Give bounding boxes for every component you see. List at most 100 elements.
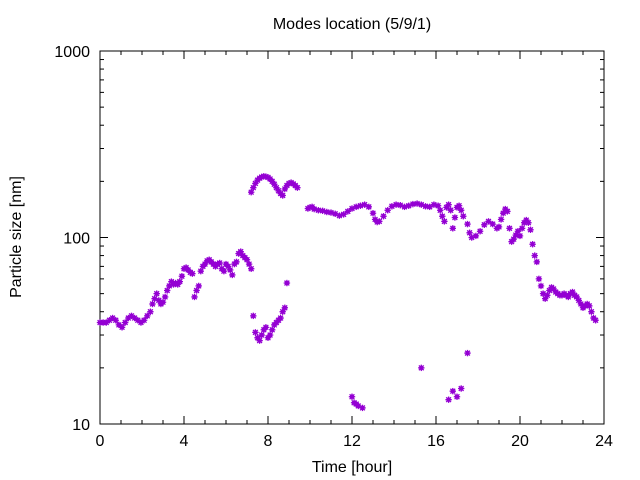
data-point: [527, 226, 534, 233]
data-point: [269, 326, 276, 333]
data-point: [369, 209, 377, 217]
data-point: [359, 404, 366, 412]
data-point: [437, 207, 444, 214]
data-point: [451, 214, 459, 221]
data-point: [535, 275, 543, 283]
data-point: [380, 213, 387, 220]
data-point: [176, 278, 183, 285]
data-point: [588, 308, 595, 315]
data-point: [460, 213, 467, 220]
data-point: [159, 298, 167, 306]
data-point: [516, 232, 524, 240]
data-point: [533, 258, 540, 266]
data-point: [506, 225, 513, 232]
data-point: [118, 324, 126, 331]
data-point: [122, 319, 129, 326]
data-point: [472, 232, 480, 240]
data-point: [144, 312, 151, 320]
data-point: [525, 219, 532, 226]
data-point: [458, 385, 465, 392]
data-point: [195, 282, 202, 290]
x-tick-label: 4: [180, 433, 189, 450]
data-point: [193, 287, 200, 294]
data-point: [161, 293, 169, 301]
x-tick-label: 16: [427, 433, 445, 450]
data-point: [344, 208, 351, 215]
data-point: [464, 220, 471, 228]
data-point: [441, 218, 448, 225]
data-point: [153, 290, 160, 297]
data-point: [189, 270, 196, 277]
data-point: [418, 364, 425, 372]
data-point: [544, 292, 551, 299]
data-point: [504, 208, 511, 215]
data-point: [384, 207, 391, 214]
data-point: [250, 312, 257, 320]
data-point: [592, 317, 599, 324]
data-point: [348, 393, 356, 400]
data-point: [445, 201, 452, 208]
data-point: [281, 304, 288, 311]
data-point: [220, 267, 228, 275]
data-point: [497, 216, 505, 223]
data-point: [191, 293, 198, 301]
data-point: [464, 349, 471, 357]
data-point: [294, 184, 301, 191]
data-point: [529, 241, 536, 248]
x-tick-label: 8: [264, 433, 273, 450]
data-point: [510, 235, 517, 243]
data-point: [449, 225, 456, 232]
data-point: [495, 223, 503, 231]
data-point: [586, 302, 593, 310]
data-point: [340, 211, 347, 218]
data-point: [248, 265, 255, 272]
data-point: [283, 279, 291, 287]
data-point: [112, 317, 119, 324]
data-point: [271, 181, 278, 188]
data-point: [376, 218, 383, 225]
data-point: [262, 324, 270, 331]
data-point: [128, 312, 135, 320]
data-point: [445, 396, 452, 403]
chart-title: Modes location (5/9/1): [273, 16, 431, 33]
data-point: [252, 180, 259, 187]
data-point: [458, 207, 465, 214]
plot-area: [99, 50, 605, 425]
data-point: [537, 282, 545, 290]
data-point: [266, 331, 274, 339]
data-point: [365, 203, 372, 211]
data-point: [252, 329, 259, 336]
data-points: [96, 173, 599, 412]
data-point: [147, 308, 154, 315]
data-point: [439, 213, 446, 220]
data-point: [140, 317, 148, 324]
y-axis-label: Particle size [nm]: [8, 176, 25, 298]
data-point: [197, 267, 204, 275]
x-tick-label: 20: [511, 433, 529, 450]
data-point: [256, 337, 263, 344]
x-axis-label: Time [hour]: [312, 459, 392, 476]
axis-ticks: 0 4 8 12 16 20 24 10 100 1000: [54, 44, 613, 450]
plot-border: [99, 50, 605, 425]
data-point: [388, 203, 396, 210]
data-point: [518, 225, 526, 232]
data-point: [216, 259, 223, 267]
y-tick-label: 100: [63, 231, 90, 248]
data-point: [531, 252, 538, 259]
x-tick-label: 12: [343, 433, 361, 450]
data-point: [277, 314, 284, 322]
data-point: [149, 300, 156, 308]
x-tick-label: 0: [96, 433, 105, 450]
y-tick-label: 10: [72, 417, 90, 434]
data-point: [449, 387, 456, 395]
data-point: [355, 402, 362, 410]
data-point: [106, 317, 113, 324]
data-point: [229, 271, 236, 279]
data-point: [453, 393, 461, 400]
x-tick-label: 24: [595, 433, 613, 450]
data-point: [258, 331, 265, 339]
data-point: [489, 220, 496, 228]
data-point: [178, 273, 186, 280]
data-point: [279, 192, 286, 199]
